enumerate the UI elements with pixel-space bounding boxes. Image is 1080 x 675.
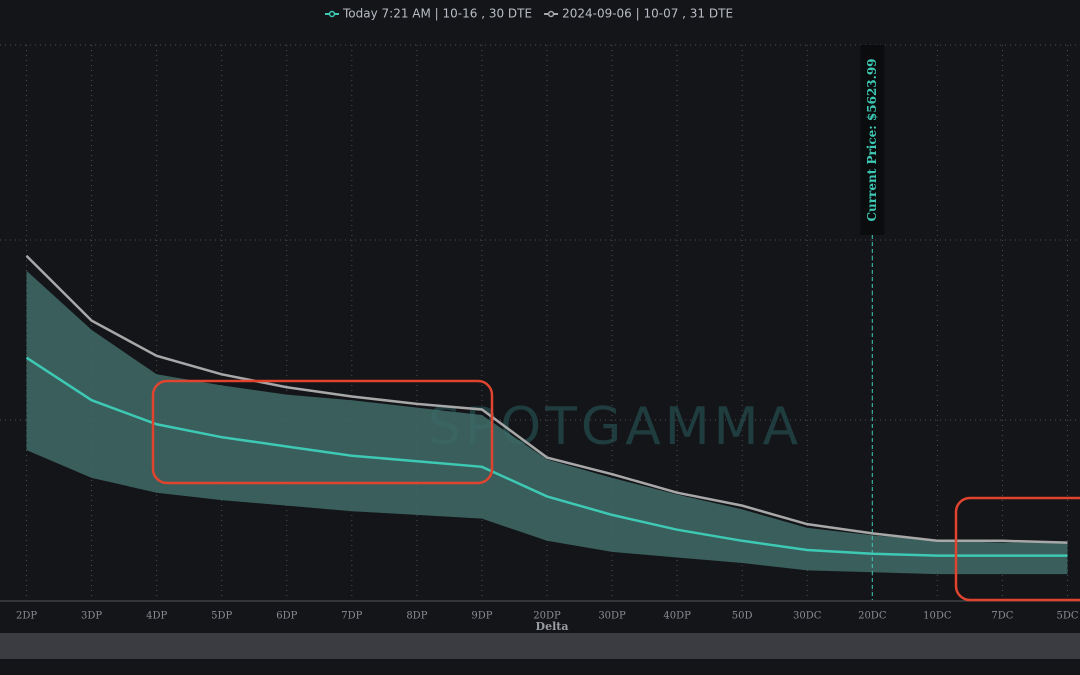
x-tick-label: 30DC — [793, 611, 822, 622]
annotation-box — [860, 45, 885, 235]
x-axis-label: Delta — [536, 620, 569, 633]
plot: Current Price: $5623.99 — [25, 45, 1068, 600]
x-tick-label: 20DC — [858, 611, 887, 622]
highlight-box — [151, 379, 494, 485]
x-tick-label: 7DP — [341, 611, 362, 622]
legend-label[interactable]: 2024-09-06 | 10-07 , 31 DTE — [562, 7, 733, 21]
x-tick-label: 30DP — [598, 611, 626, 622]
x-tick-label: 50D — [732, 611, 753, 622]
annotation: Current Price: $5623.99 — [865, 58, 879, 221]
x-tick-label: 40DP — [663, 611, 691, 622]
x-tick-label: 7DC — [991, 611, 1013, 622]
x-tick-label: 3DP — [81, 611, 102, 622]
legend-marker — [547, 10, 555, 18]
series-line — [25, 356, 1068, 557]
x-tick-label: 20DP — [533, 611, 561, 622]
x-tick-label: 6DP — [276, 611, 297, 622]
x-tick-label: 8DP — [406, 611, 427, 622]
x-tick-label: 9DP — [471, 611, 492, 622]
highlight-box — [954, 496, 1080, 602]
range-band — [26, 270, 1068, 575]
legend-label[interactable]: Today 7:21 AM | 10-16 , 30 DTE — [342, 7, 532, 21]
x-tick-label: 2DP — [16, 611, 37, 622]
x-tick-label: 5DP — [211, 611, 232, 622]
scrollbar[interactable] — [0, 633, 1080, 659]
x-tick-label: 10DC — [923, 611, 952, 622]
x-tick-label: 4DP — [146, 611, 167, 622]
legend: Today 7:21 AM | 10-16 , 30 DTE 2024-09-06… — [325, 7, 733, 21]
series-line — [25, 255, 1068, 544]
x-tick-label: 5DC — [1056, 611, 1078, 622]
legend-marker — [328, 10, 336, 18]
